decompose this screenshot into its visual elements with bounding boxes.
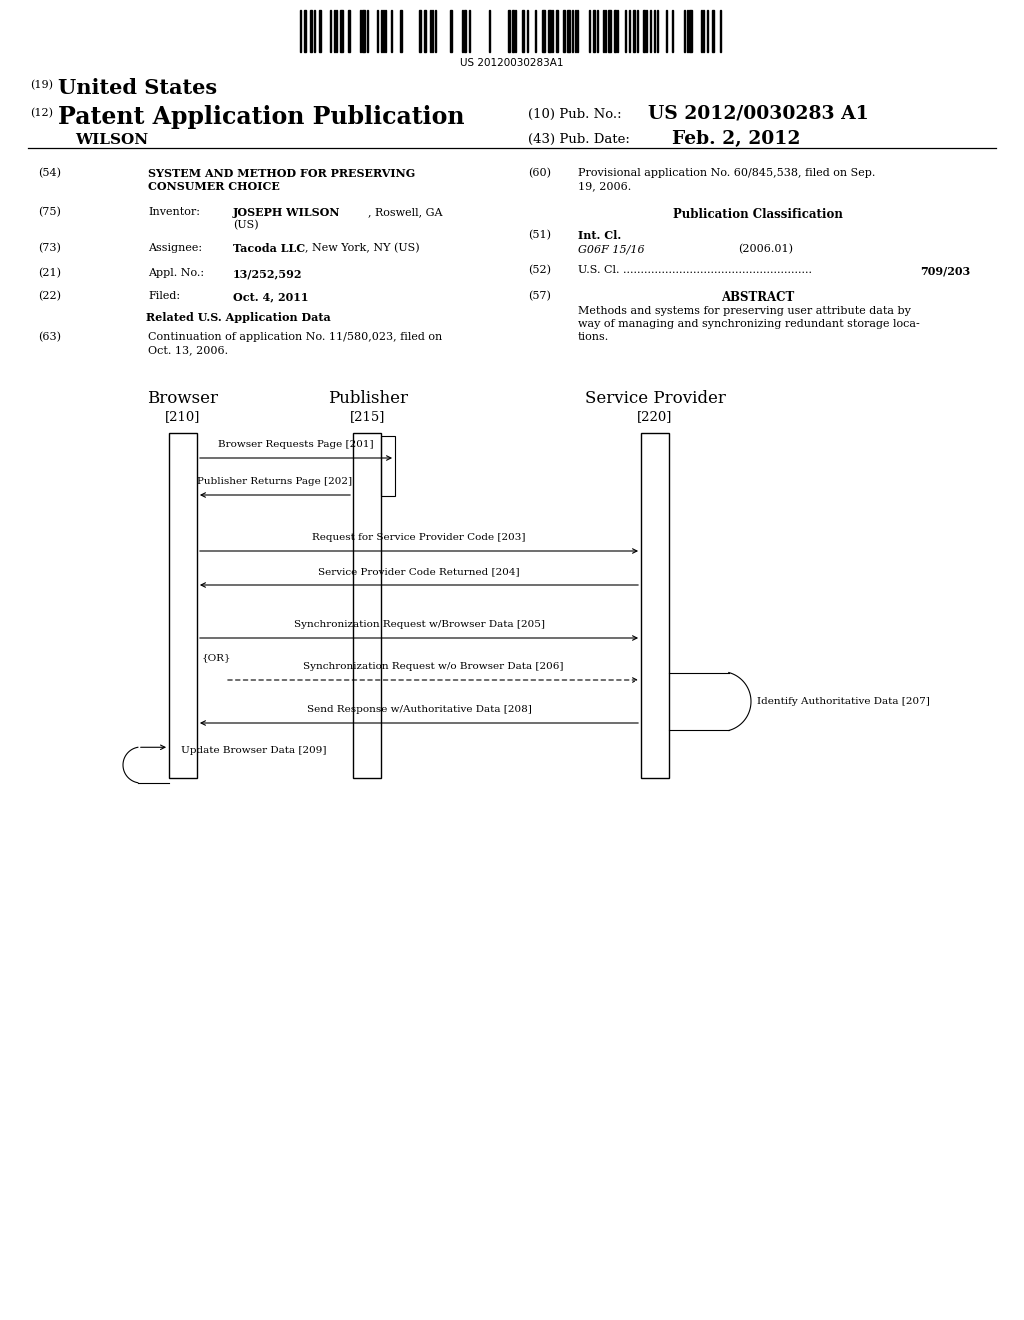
Text: [210]: [210]	[165, 411, 201, 422]
Bar	[641, 433, 669, 777]
Text: (21): (21)	[38, 268, 61, 279]
Text: Synchronization Request w/Browser Data [205]: Synchronization Request w/Browser Data […	[294, 620, 545, 630]
Text: JOSEPH WILSON: JOSEPH WILSON	[233, 207, 341, 218]
Text: Int. Cl.: Int. Cl.	[578, 230, 622, 242]
Bar	[362, 11, 365, 51]
Text: Identify Authoritative Data [207]: Identify Authoritative Data [207]	[757, 697, 930, 706]
Text: Publication Classification: Publication Classification	[673, 209, 843, 220]
Bar	[400, 11, 402, 51]
Text: Oct. 4, 2011: Oct. 4, 2011	[233, 290, 308, 302]
Text: (51): (51)	[528, 230, 551, 240]
Text: [220]: [220]	[637, 411, 673, 422]
Bar	[542, 11, 545, 51]
Bar	[340, 11, 343, 51]
Text: (63): (63)	[38, 333, 61, 342]
Text: , Roswell, GA: , Roswell, GA	[368, 207, 442, 216]
Text: (19): (19)	[30, 81, 53, 90]
Bar	[424, 11, 426, 51]
Bar	[304, 11, 306, 51]
Bar	[712, 11, 714, 51]
Text: Service Provider Code Returned [204]: Service Provider Code Returned [204]	[318, 568, 520, 576]
Text: Assignee:: Assignee:	[148, 243, 202, 253]
Text: Publisher: Publisher	[328, 389, 408, 407]
Bar	[556, 11, 558, 51]
Text: Oct. 13, 2006.: Oct. 13, 2006.	[148, 345, 228, 355]
Text: Related U.S. Application Data: Related U.S. Application Data	[145, 312, 331, 323]
Bar	[450, 11, 452, 51]
Text: Service Provider: Service Provider	[585, 389, 725, 407]
Text: (54): (54)	[38, 168, 61, 178]
Text: {OR}: {OR}	[202, 653, 231, 663]
Bar	[348, 11, 350, 51]
Bar	[310, 11, 312, 51]
Text: CONSUMER CHOICE: CONSUMER CHOICE	[148, 181, 280, 191]
Bar	[548, 11, 551, 51]
Text: (75): (75)	[38, 207, 60, 218]
Text: Inventor:: Inventor:	[148, 207, 200, 216]
Text: WILSON: WILSON	[75, 133, 148, 147]
Text: G06F 15/16: G06F 15/16	[578, 244, 645, 253]
Text: 13/252,592: 13/252,592	[233, 268, 302, 279]
Text: (43) Pub. Date:: (43) Pub. Date:	[528, 133, 630, 147]
Text: (60): (60)	[528, 168, 551, 178]
Bar	[381, 436, 395, 496]
Text: Tacoda LLC: Tacoda LLC	[233, 243, 305, 253]
Bar	[169, 433, 197, 777]
Text: (12): (12)	[30, 108, 53, 119]
Text: Browser Requests Page [201]: Browser Requests Page [201]	[218, 440, 374, 449]
Bar	[608, 11, 611, 51]
Text: U.S. Cl. ......................................................: U.S. Cl. ...............................…	[578, 265, 812, 275]
Bar	[464, 11, 466, 51]
Bar	[353, 433, 381, 777]
Text: Provisional application No. 60/845,538, filed on Sep.: Provisional application No. 60/845,538, …	[578, 168, 876, 178]
Bar	[593, 11, 595, 51]
Text: (US): (US)	[233, 220, 259, 230]
Text: (2006.01): (2006.01)	[738, 244, 793, 255]
Text: United States: United States	[58, 78, 217, 98]
Text: (73): (73)	[38, 243, 60, 253]
Text: Methods and systems for preserving user attribute data by: Methods and systems for preserving user …	[578, 306, 911, 315]
Text: Update Browser Data [209]: Update Browser Data [209]	[181, 746, 327, 755]
Text: Filed:: Filed:	[148, 290, 180, 301]
Bar	[508, 11, 510, 51]
Bar	[614, 11, 616, 51]
Bar	[567, 11, 570, 51]
Bar	[633, 11, 635, 51]
Bar	[643, 11, 645, 51]
Text: Browser: Browser	[147, 389, 218, 407]
Text: [215]: [215]	[350, 411, 386, 422]
Text: Continuation of application No. 11/580,023, filed on: Continuation of application No. 11/580,0…	[148, 333, 442, 342]
Text: way of managing and synchronizing redundant storage loca-: way of managing and synchronizing redund…	[578, 319, 920, 329]
Text: Publisher Returns Page [202]: Publisher Returns Page [202]	[198, 477, 352, 486]
Bar	[689, 11, 692, 51]
Text: Send Response w/Authoritative Data [208]: Send Response w/Authoritative Data [208]	[306, 705, 531, 714]
Text: Feb. 2, 2012: Feb. 2, 2012	[672, 129, 801, 148]
Text: (22): (22)	[38, 290, 61, 301]
Text: US 2012/0030283 A1: US 2012/0030283 A1	[648, 106, 868, 123]
Bar	[319, 11, 321, 51]
Text: 709/203: 709/203	[920, 265, 970, 276]
Text: SYSTEM AND METHOD FOR PRESERVING: SYSTEM AND METHOD FOR PRESERVING	[148, 168, 416, 180]
Bar	[419, 11, 421, 51]
Text: 19, 2006.: 19, 2006.	[578, 181, 631, 191]
Text: ABSTRACT: ABSTRACT	[721, 290, 795, 304]
Text: Patent Application Publication: Patent Application Publication	[58, 106, 465, 129]
Text: , New York, NY (US): , New York, NY (US)	[305, 243, 420, 253]
Text: (52): (52)	[528, 265, 551, 276]
Bar	[563, 11, 565, 51]
Text: Synchronization Request w/o Browser Data [206]: Synchronization Request w/o Browser Data…	[303, 663, 563, 671]
Text: Request for Service Provider Code [203]: Request for Service Provider Code [203]	[312, 533, 525, 543]
Text: (10) Pub. No.:: (10) Pub. No.:	[528, 108, 622, 121]
Text: US 20120030283A1: US 20120030283A1	[460, 58, 564, 69]
Text: Appl. No.:: Appl. No.:	[148, 268, 204, 279]
Bar	[522, 11, 524, 51]
Bar	[512, 11, 514, 51]
Text: (57): (57)	[528, 290, 551, 301]
Text: tions.: tions.	[578, 333, 609, 342]
